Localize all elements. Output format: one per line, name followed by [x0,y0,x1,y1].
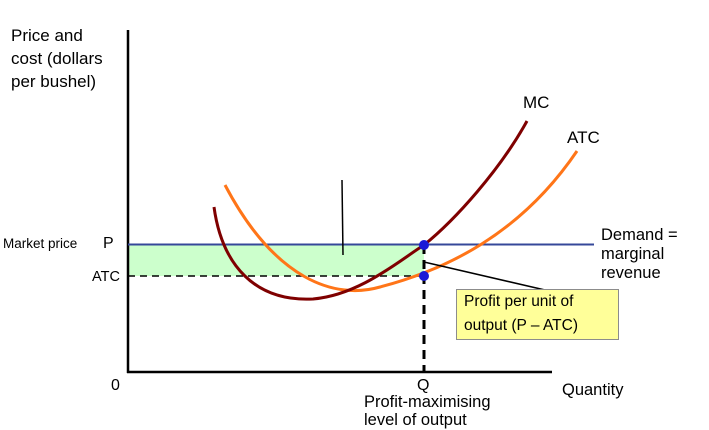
x-axis-label: Quantity [562,381,624,399]
y-axis-label: Price and cost (dollars per bushel) [11,24,103,93]
demand-label-line-1: Demand = [601,226,678,244]
y-axis-label-line-2: cost (dollars [11,49,103,68]
atc-level-label: ATC [92,269,120,285]
q-caption-line-2: level of output [364,411,467,429]
q-label: Q [417,377,429,394]
p-label: P [103,235,114,252]
mr-mc-intersection-point [419,240,429,250]
origin-label: 0 [111,377,120,394]
atc-at-q-point [419,271,429,281]
callout-line-1: Profit per unit of [464,293,574,310]
profit-area-pointer [341,179,344,256]
demand-label-line-3: revenue [601,264,661,282]
market-price-label: Market price [3,236,77,251]
demand-label-line-2: marginal [601,245,664,263]
callout-pointer [423,261,546,291]
mc-curve [212,120,529,301]
atc-curve [223,150,579,293]
y-axis-label-line-3: per bushel) [11,72,97,91]
profit-per-unit-callout: Profit per unit of output (P – ATC) [456,289,619,340]
y-axis-label-line-1: Price and [11,26,83,45]
mc-label: MC [523,93,549,112]
callout-line-2: output (P – ATC) [464,317,579,334]
atc-curve-label: ATC [567,128,600,147]
profit-area [128,245,424,276]
q-caption-line-1: Profit-maximising [364,393,491,411]
